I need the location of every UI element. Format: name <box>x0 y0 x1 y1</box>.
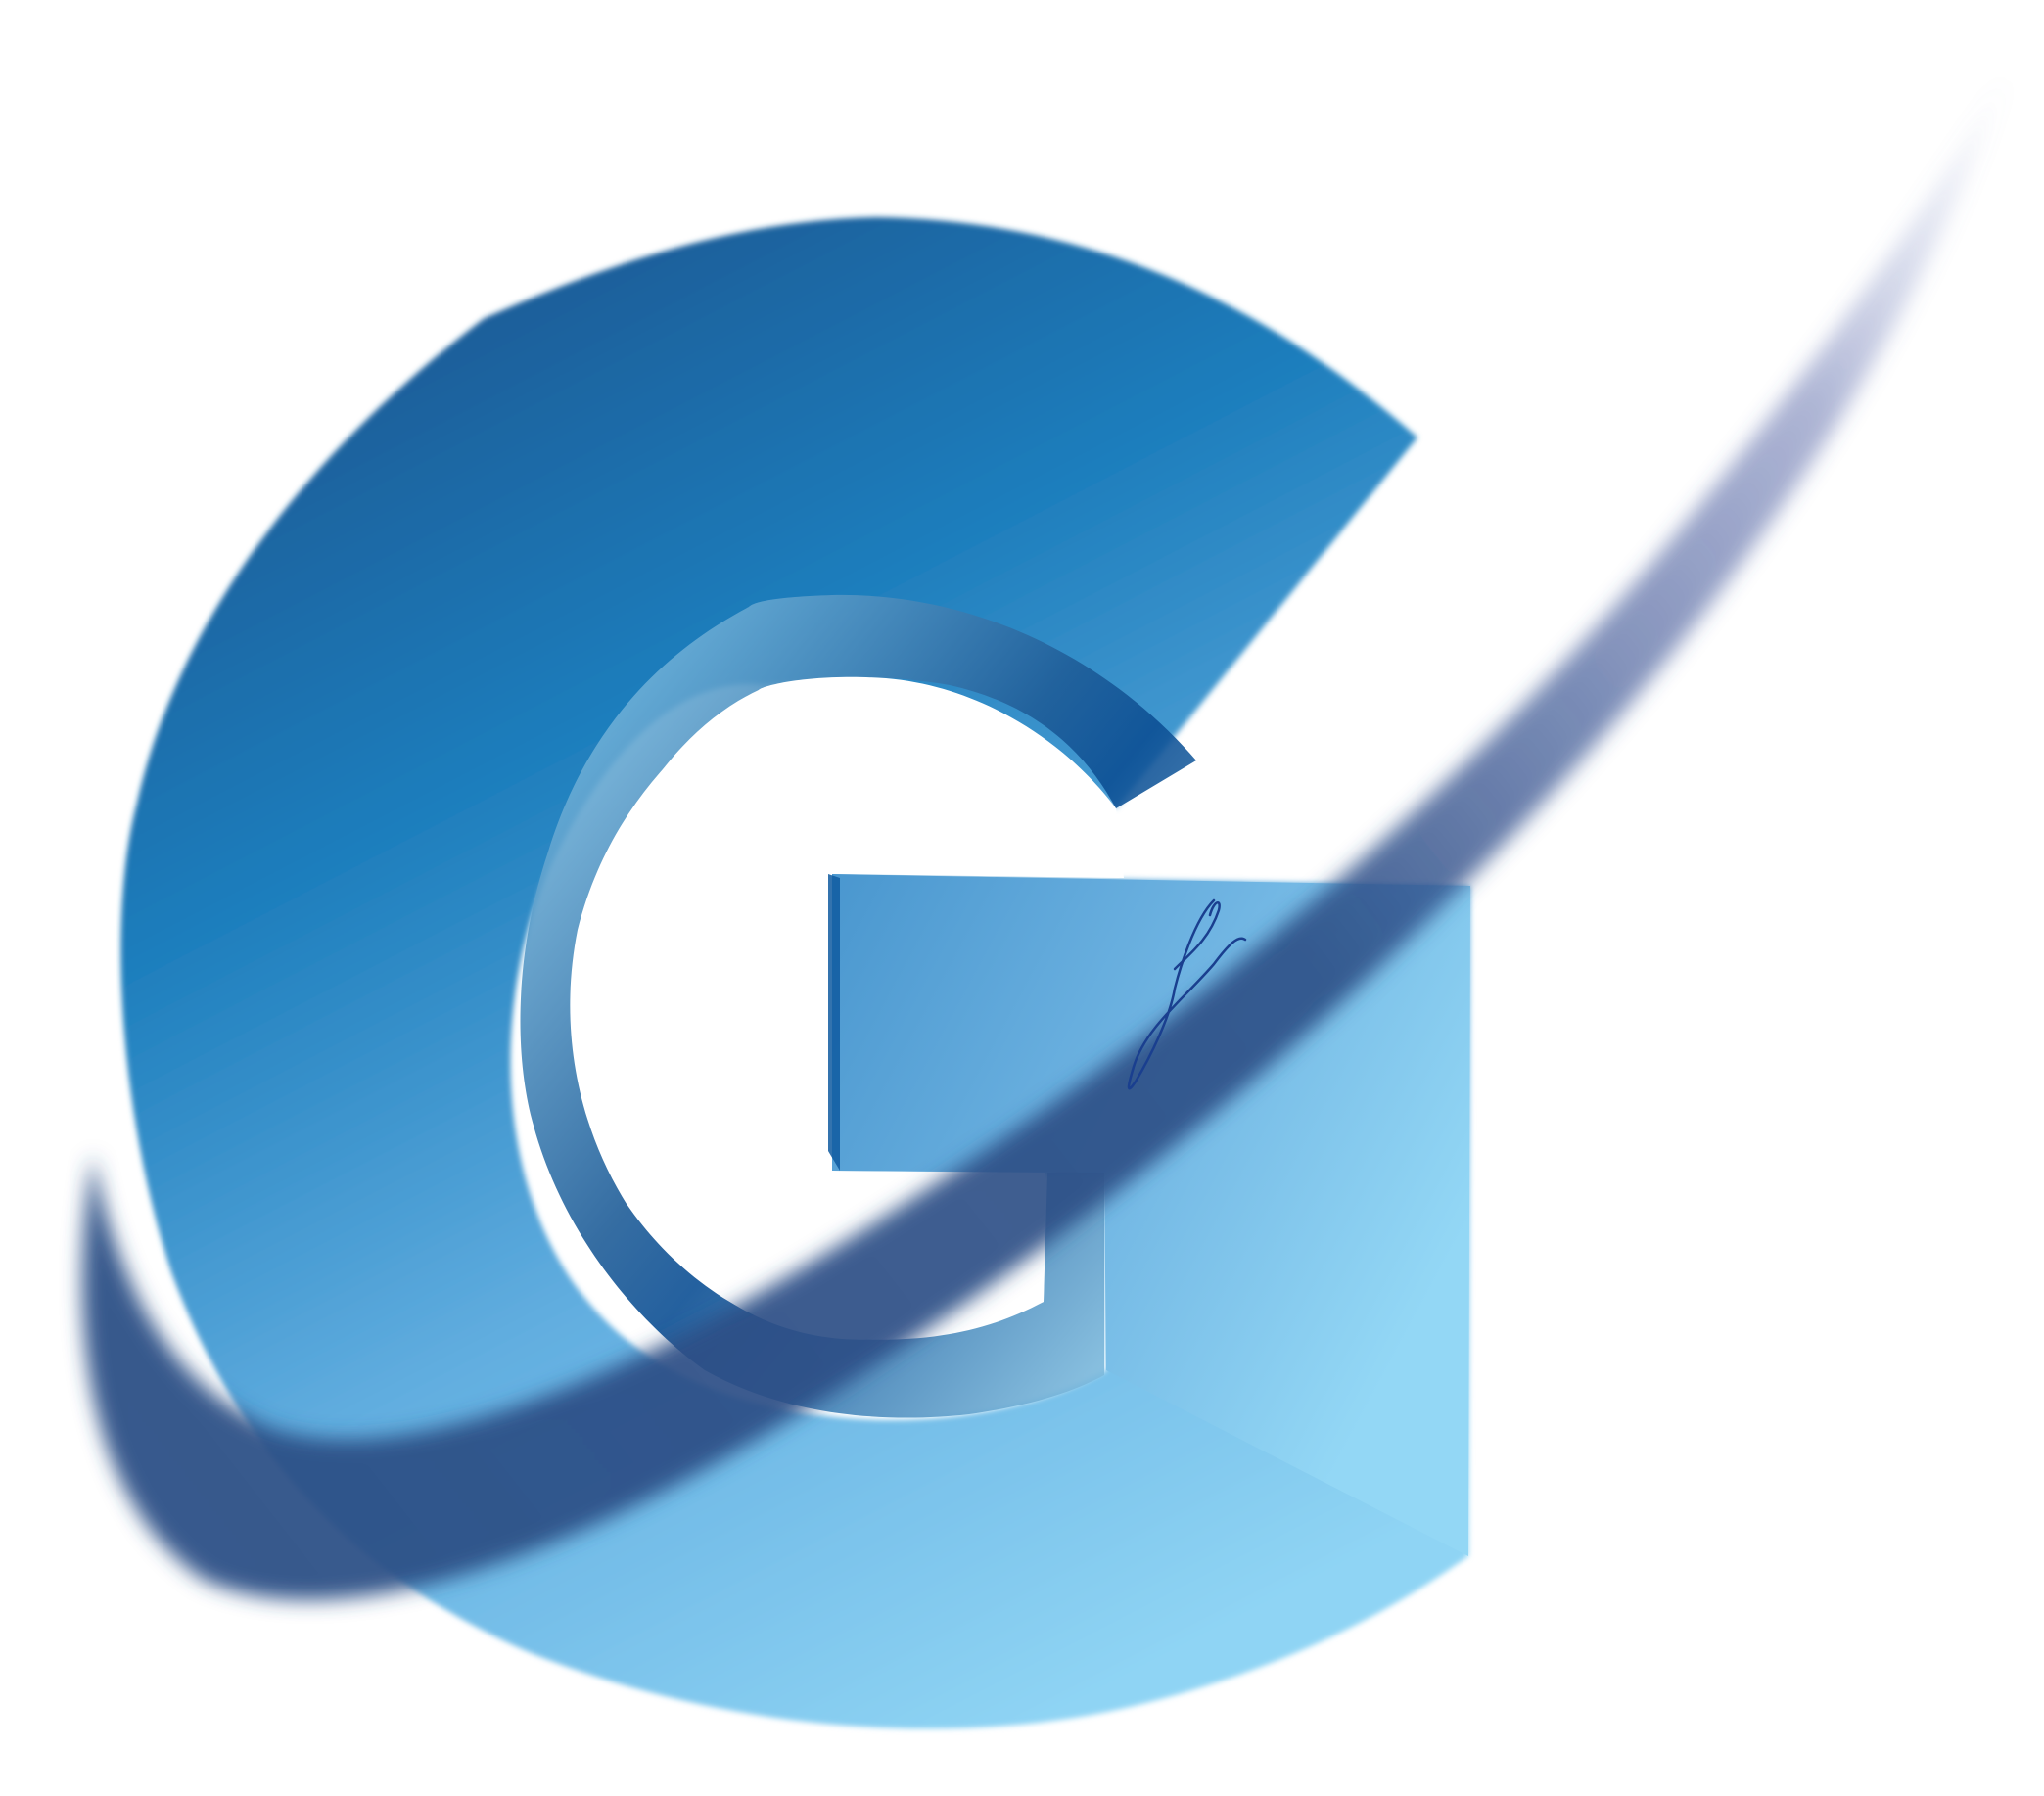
g-crossbar-edge <box>828 874 840 1171</box>
signature-icon <box>1127 898 1247 1090</box>
swoosh-icon <box>82 69 2010 1600</box>
g-crossbar <box>832 874 1470 1556</box>
